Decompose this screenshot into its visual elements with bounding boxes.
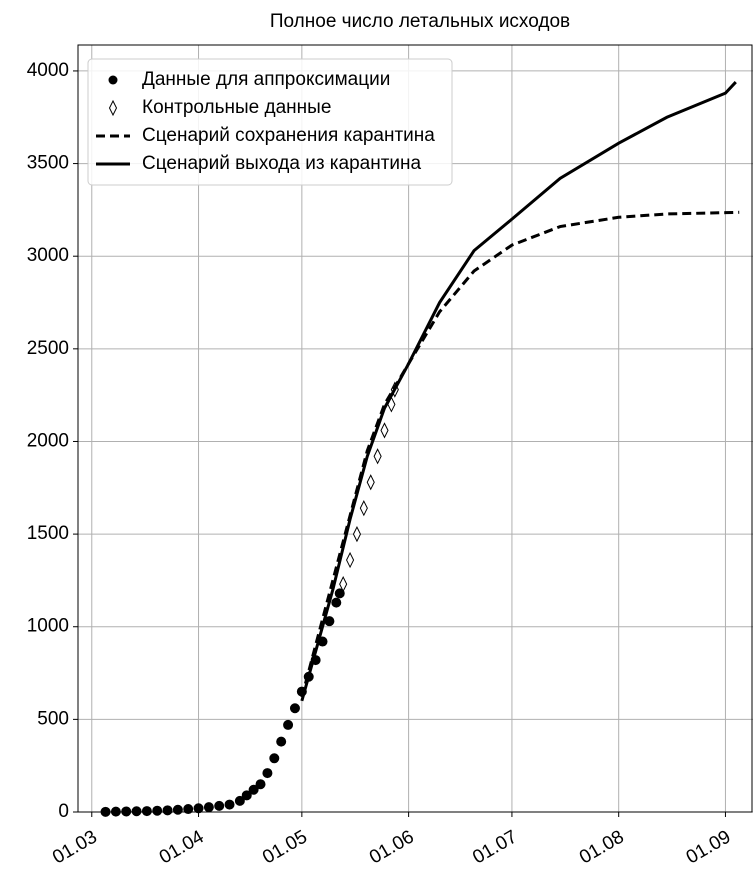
- data-point: [131, 806, 142, 817]
- data-point: [172, 804, 183, 815]
- data-point: [100, 806, 111, 817]
- data-point: [359, 500, 368, 517]
- x-tick-label: 01.06: [366, 826, 418, 868]
- y-tick-label: 1500: [27, 523, 69, 544]
- legend-label: Контрольные данные: [142, 97, 331, 118]
- legend-swatch: [108, 75, 118, 85]
- data-point: [224, 799, 235, 810]
- x-tick-label: 01.03: [49, 826, 101, 868]
- legend-label: Сценарий сохранения карантина: [142, 125, 435, 146]
- y-tick-label: 3500: [27, 153, 69, 174]
- legend-label: Данные для аппроксимации: [142, 69, 390, 90]
- x-tick-label: 01.04: [156, 826, 208, 868]
- legend-box: [87, 58, 453, 186]
- data-point: [141, 806, 152, 817]
- x-tick-label: 01.09: [683, 826, 735, 868]
- y-tick-label: 2500: [27, 338, 69, 359]
- data-point: [110, 806, 121, 817]
- x-tick-label: 01.07: [469, 826, 521, 868]
- data-point: [289, 703, 300, 714]
- legend-swatch: [108, 99, 118, 117]
- x-tick-label: 01.05: [259, 826, 311, 868]
- data-point: [162, 805, 173, 816]
- data-point: [352, 525, 362, 543]
- data-point: [269, 753, 280, 764]
- data-point: [121, 806, 132, 817]
- y-tick-label: 500: [37, 708, 69, 729]
- data-point: [203, 802, 214, 813]
- data-point: [334, 588, 345, 599]
- data-point: [234, 795, 245, 806]
- y-tick-label: 2000: [27, 430, 69, 451]
- data-point: [366, 474, 375, 491]
- data-point: [346, 551, 355, 569]
- y-tick-label: 4000: [27, 60, 69, 81]
- y-tick-label: 3000: [27, 245, 69, 266]
- series-line: [300, 81, 737, 702]
- data-point: [380, 422, 389, 439]
- y-tick-label: 1000: [27, 616, 69, 637]
- data-point: [276, 736, 287, 747]
- data-point: [373, 448, 382, 465]
- y-tick-label: 0: [58, 801, 69, 822]
- data-point: [214, 800, 225, 811]
- data-point: [183, 804, 194, 815]
- data-point: [193, 803, 204, 814]
- chart-title: Полное число летальных исходов: [270, 11, 570, 32]
- data-point: [339, 576, 348, 593]
- data-point: [241, 790, 252, 801]
- data-point: [331, 597, 342, 608]
- data-point: [262, 768, 273, 779]
- data-point: [283, 719, 294, 730]
- legend-label: Сценарий выхода из карантина: [142, 153, 422, 174]
- x-tick-label: 01.08: [576, 826, 628, 868]
- plot-frame: [77, 44, 753, 813]
- data-point: [152, 805, 163, 816]
- data-point: [255, 779, 266, 790]
- data-point: [248, 784, 259, 795]
